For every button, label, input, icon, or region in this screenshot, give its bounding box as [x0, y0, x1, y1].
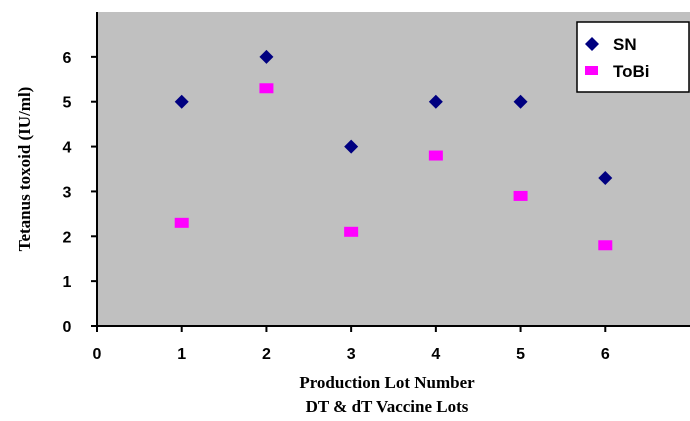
point-tobi [259, 83, 274, 94]
x-tick-label: 6 [601, 346, 610, 363]
x-tick-label: 3 [347, 346, 356, 363]
y-tick-label: 6 [63, 50, 72, 67]
legend-marker-sn [585, 37, 599, 51]
x-tick-label: 5 [516, 346, 525, 363]
legend-label-sn: SN [613, 35, 637, 54]
y-tick-label: 0 [63, 319, 72, 336]
point-sn [174, 94, 189, 109]
y-tick-label: 5 [63, 95, 72, 112]
legend-marker-tobi [585, 66, 598, 75]
point-tobi [513, 190, 528, 201]
x-ticks: 0 1 2 3 4 5 6 [93, 326, 610, 363]
x-tick-label: 1 [177, 346, 186, 363]
point-tobi [174, 217, 189, 228]
legend-label-tobi: ToBi [613, 62, 650, 81]
y-ticks: 0 1 2 3 4 5 6 [63, 50, 97, 336]
point-tobi [428, 150, 443, 161]
point-sn [513, 94, 528, 109]
y-tick-label: 2 [63, 229, 72, 246]
legend: SN ToBi [576, 21, 690, 93]
x-axis-title: Production Lot Number [299, 373, 475, 392]
x-tick-label: 0 [93, 346, 102, 363]
series-layer [174, 49, 613, 251]
point-sn [259, 49, 274, 64]
y-tick-label: 1 [63, 274, 72, 291]
point-sn [428, 94, 443, 109]
point-tobi [598, 240, 613, 251]
x-tick-label: 4 [431, 346, 440, 363]
x-tick-label: 2 [262, 346, 271, 363]
y-tick-label: 4 [63, 140, 72, 157]
point-tobi [344, 226, 359, 237]
x-axis-subtitle: DT & dT Vaccine Lots [306, 397, 469, 416]
point-sn [598, 170, 613, 185]
point-sn [344, 139, 359, 154]
y-axis-title: Tetanus toxoid (IU/ml) [15, 87, 34, 252]
legend-box [576, 21, 690, 93]
y-tick-label: 3 [63, 184, 72, 201]
